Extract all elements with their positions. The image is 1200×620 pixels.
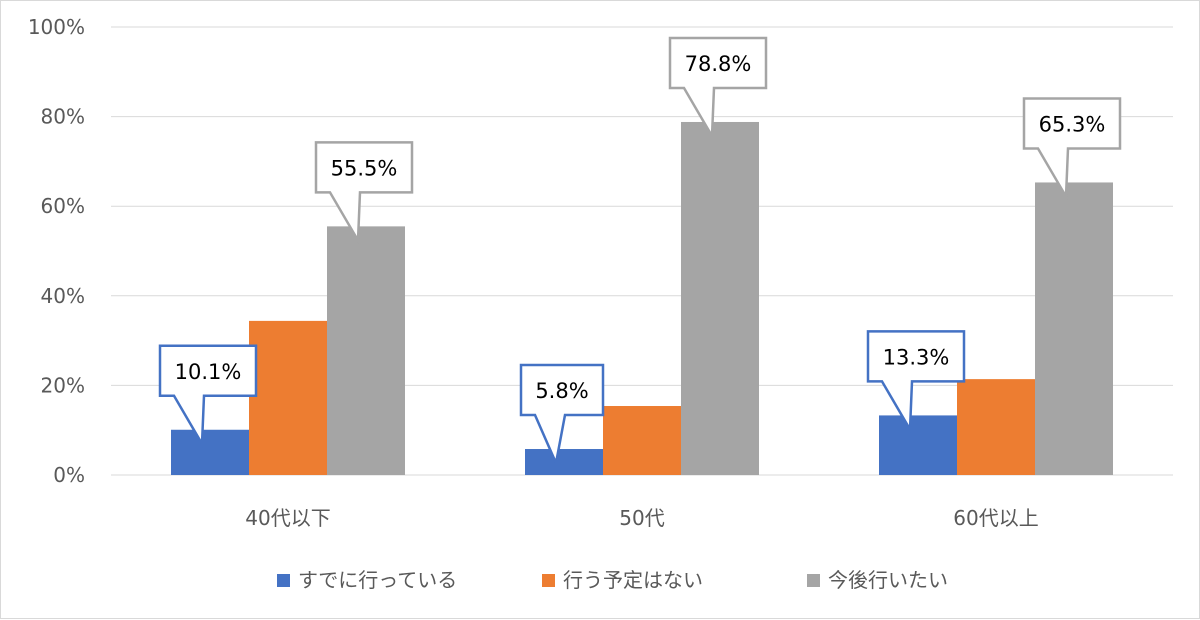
bar [603, 406, 681, 475]
data-label-callout [866, 330, 966, 434]
y-tick-label: 80% [41, 105, 85, 129]
bar [327, 226, 405, 475]
data-label: 55.5% [331, 156, 398, 180]
x-tick-label: 50代 [619, 506, 664, 530]
legend-label: すでに行っている [298, 568, 457, 592]
x-tick-label: 60代以上 [953, 506, 1038, 530]
data-label-callout [519, 363, 605, 468]
y-tick-label: 0% [53, 463, 85, 487]
y-tick-label: 100% [28, 15, 85, 39]
y-tick-label: 40% [41, 284, 85, 308]
data-label-callout [314, 141, 414, 245]
bar [681, 121, 759, 475]
bar [1035, 182, 1113, 475]
data-label: 5.8% [535, 379, 588, 403]
bar [525, 449, 603, 475]
legend-label: 今後行いたい [828, 568, 948, 592]
data-label: 10.1% [175, 360, 242, 384]
bar [249, 320, 327, 475]
legend-label: 行う予定はない [563, 568, 703, 592]
legend-swatch [542, 574, 555, 587]
bar [957, 379, 1035, 475]
y-tick-label: 20% [41, 373, 85, 397]
y-tick-label: 60% [41, 194, 85, 218]
bar [171, 429, 249, 475]
data-label-callout [158, 344, 258, 449]
data-label: 13.3% [883, 345, 950, 369]
data-label-callout [1022, 97, 1122, 201]
data-label: 65.3% [1039, 112, 1106, 136]
legend-swatch [277, 574, 290, 587]
data-label: 78.8% [685, 52, 752, 76]
bar [879, 415, 957, 475]
x-tick-label: 40代以下 [245, 506, 330, 530]
data-label-callout [668, 36, 768, 141]
legend-swatch [807, 574, 820, 587]
